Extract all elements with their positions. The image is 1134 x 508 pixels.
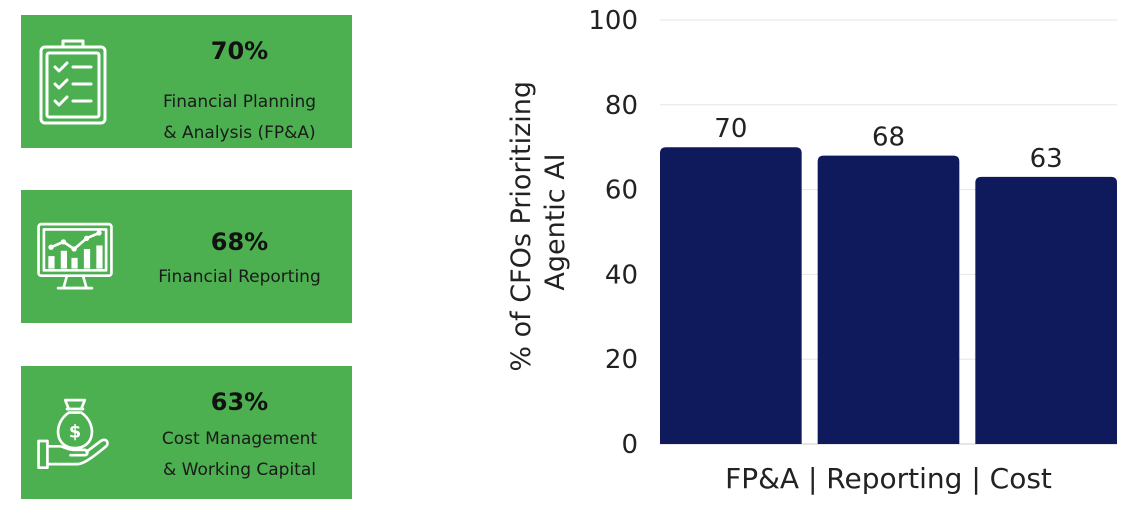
bar-fp-a xyxy=(660,147,802,444)
value-labels: 70 68 63 xyxy=(714,114,1062,174)
card-percent: 68% xyxy=(210,228,269,256)
y-tick-label: 100 xyxy=(588,6,638,36)
card-description: Financial Reporting xyxy=(133,262,346,293)
card-description-line: & Working Capital xyxy=(162,460,316,480)
monitor-chart-icon xyxy=(37,222,113,289)
card-fpa: 70% Financial Planning & Analysis (FP&A) xyxy=(21,15,352,148)
y-tick-label: 60 xyxy=(605,176,638,206)
y-tick-label: 0 xyxy=(621,430,638,460)
bar-chart: 0 20 40 60 80 100 70 68 63 % of CFOs Prioritizi… xyxy=(506,6,1117,495)
card-description-line: Financial Planning xyxy=(162,92,317,112)
card-percent: 70% xyxy=(210,37,269,65)
value-label: 68 xyxy=(872,123,905,153)
card-percent: 63% xyxy=(210,388,269,416)
y-tick-label: 80 xyxy=(605,91,638,121)
value-label: 63 xyxy=(1030,144,1063,174)
svg-text:$: $ xyxy=(69,422,81,442)
hand-money-bag-icon: $ xyxy=(37,398,109,469)
y-tick-label: 40 xyxy=(605,260,638,290)
y-axis-title-line: % of CFOs Prioritizing xyxy=(506,81,537,372)
card-description: Cost Management & Working Capital xyxy=(133,424,346,486)
y-tick-labels: 0 20 40 60 80 100 xyxy=(588,6,638,460)
clipboard-checklist-icon xyxy=(39,39,107,124)
bars xyxy=(660,147,1117,444)
bar-cost xyxy=(975,176,1117,444)
card-description: Financial Planning & Analysis (FP&A) xyxy=(133,87,346,149)
y-axis-title-line: Agentic AI xyxy=(540,153,571,290)
x-axis-label: FP&A | Reporting | Cost xyxy=(725,462,1052,495)
bar-reporting xyxy=(817,155,960,444)
card-description-line: Financial Reporting xyxy=(158,267,321,287)
card-description-line: Cost Management xyxy=(161,429,318,449)
value-label: 70 xyxy=(714,114,747,144)
y-tick-label: 20 xyxy=(605,345,638,375)
y-axis-title: % of CFOs Prioritizing Agentic AI xyxy=(506,72,571,371)
card-reporting: 68% Financial Reporting xyxy=(21,190,352,323)
card-description-line: & Analysis (FP&A) xyxy=(163,123,316,143)
card-cost: $ 63% Cost Management & Working Capital xyxy=(21,366,352,499)
